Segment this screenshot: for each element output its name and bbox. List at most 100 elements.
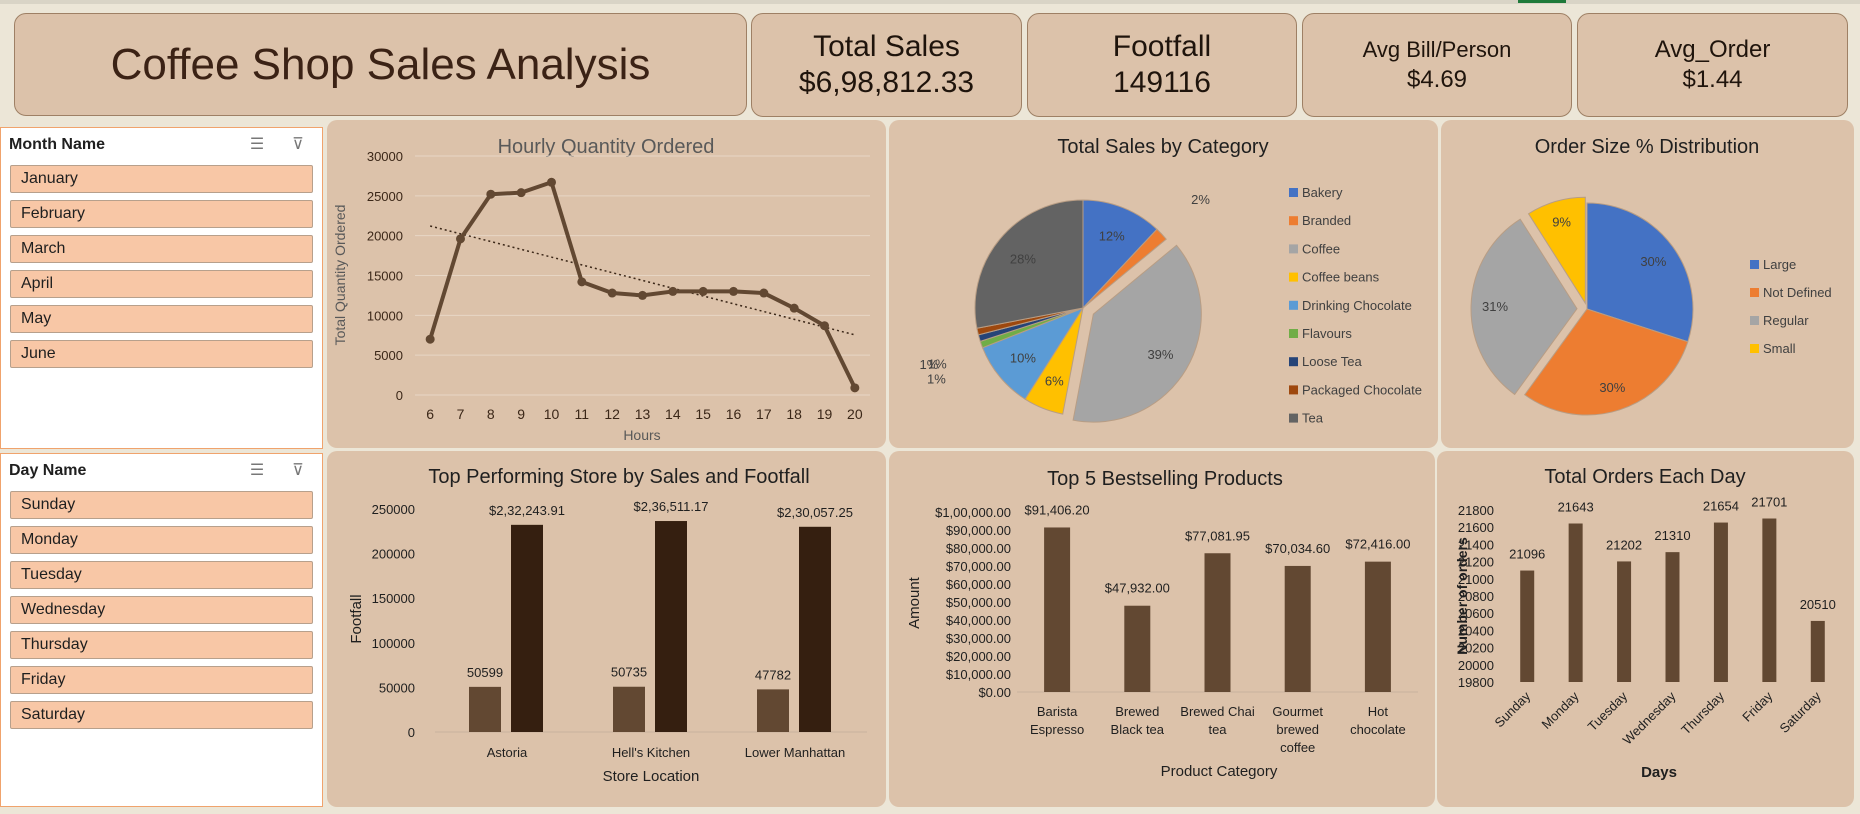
data-point xyxy=(668,286,678,296)
x-tick-label: Brewed Chai xyxy=(1180,704,1255,719)
bar xyxy=(799,526,831,732)
y-tick-label: 150000 xyxy=(372,591,415,606)
data-label: $2,30,057.25 xyxy=(777,505,853,520)
y-tick-label: $30,000.00 xyxy=(946,631,1011,646)
y-tick-label: 15000 xyxy=(367,269,403,284)
bar xyxy=(1520,570,1535,682)
x-tick-label: coffee xyxy=(1280,740,1315,755)
x-tick-label: Brewed xyxy=(1115,704,1159,719)
slicer-item-sunday[interactable]: Sunday xyxy=(10,491,313,519)
chart-title: Total Orders Each Day xyxy=(1544,466,1745,488)
slicer-item-wednesday[interactable]: Wednesday xyxy=(10,596,313,624)
y-tick-label: 20800 xyxy=(1458,589,1494,604)
y-tick-label: 5000 xyxy=(374,348,403,363)
bar xyxy=(1810,620,1825,682)
x-axis-title: Days xyxy=(1641,764,1677,781)
data-point xyxy=(425,334,435,344)
legend-swatch xyxy=(1750,288,1759,297)
trendline xyxy=(429,225,856,336)
pie-slice-bakery xyxy=(1082,199,1158,310)
data-label: 10% xyxy=(1010,351,1036,366)
pie-slice-tea xyxy=(974,199,1084,329)
slicer-item-february[interactable]: February xyxy=(10,200,313,228)
slicer-item-monday[interactable]: Monday xyxy=(10,526,313,554)
x-tick-label: 8 xyxy=(487,406,495,422)
data-label: $91,406.20 xyxy=(1025,502,1090,517)
bar xyxy=(1713,522,1728,682)
data-label: $77,081.95 xyxy=(1185,528,1250,543)
slicer-item-friday[interactable]: Friday xyxy=(10,666,313,694)
y-tick-label: 19800 xyxy=(1458,675,1494,690)
slicer-item-april[interactable]: April xyxy=(10,270,313,298)
y-tick-label: $90,000.00 xyxy=(946,523,1011,538)
data-label: 21701 xyxy=(1751,495,1787,510)
legend-label: Coffee beans xyxy=(1302,270,1380,285)
data-label: 30% xyxy=(1599,380,1625,395)
bar xyxy=(1762,518,1777,682)
x-tick-label: 20 xyxy=(847,406,863,422)
bar xyxy=(1665,552,1680,682)
y-axis-title: Total Quantity Ordered xyxy=(332,205,348,346)
slicer-item-march[interactable]: March xyxy=(10,235,313,263)
data-label: 12% xyxy=(1099,228,1125,243)
y-tick-label: $20,000.00 xyxy=(946,649,1011,664)
data-label: 20510 xyxy=(1800,597,1836,612)
x-tick-label: Hell's Kitchen xyxy=(612,745,690,760)
x-tick-label: 14 xyxy=(665,406,681,422)
multi-select-icon[interactable]: ☰ xyxy=(249,136,265,153)
x-axis-title: Store Location xyxy=(603,768,700,785)
legend-label: Loose Tea xyxy=(1302,354,1363,369)
y-axis-title: Amount xyxy=(906,576,923,629)
data-label: 28% xyxy=(1010,251,1036,266)
y-tick-label: $80,000.00 xyxy=(946,541,1011,556)
x-tick-label: 11 xyxy=(575,406,590,422)
multi-select-icon[interactable]: ☰ xyxy=(249,462,265,479)
y-tick-label: 20200 xyxy=(1458,641,1494,656)
slicer-item-january[interactable]: January xyxy=(10,165,313,193)
legend-label: Regular xyxy=(1763,313,1809,328)
y-tick-label: 10000 xyxy=(367,308,403,323)
slicer-title: Day Name xyxy=(9,462,87,479)
pie-slice-small xyxy=(1527,196,1586,305)
data-label: 30% xyxy=(1640,254,1666,269)
pie-slice-branded xyxy=(1082,228,1167,309)
clear-filter-icon[interactable]: ⊽ xyxy=(292,462,304,479)
data-point xyxy=(729,286,738,296)
y-tick-label: $50,000.00 xyxy=(946,595,1011,610)
data-point xyxy=(820,321,829,331)
clear-filter-icon[interactable]: ⊽ xyxy=(292,136,304,153)
chart-title: Hourly Quantity Ordered xyxy=(498,136,715,158)
data-point xyxy=(516,188,526,198)
data-label: $47,932.00 xyxy=(1105,581,1170,596)
legend-swatch xyxy=(1750,316,1759,325)
data-point xyxy=(850,383,860,393)
sales-by-category-panel: Total Sales by Category 12% 2% 39% 6% 10% 1% 1%… xyxy=(889,120,1438,448)
data-label: 21310 xyxy=(1654,528,1690,543)
slicer-item-saturday[interactable]: Saturday xyxy=(10,701,313,729)
x-tick-label: 12 xyxy=(604,406,620,422)
y-tick-label: 21800 xyxy=(1458,503,1494,518)
slicer-item-tuesday[interactable]: Tuesday xyxy=(10,561,313,589)
legend-label: Large xyxy=(1763,257,1796,272)
x-tick-label: Gourmet xyxy=(1272,704,1323,719)
y-tick-label: $0.00 xyxy=(978,685,1011,700)
y-tick-label: $60,000.00 xyxy=(946,577,1011,592)
x-tick-label: 6 xyxy=(426,406,434,422)
y-tick-label: $40,000.00 xyxy=(946,613,1011,628)
kpi-footfall: Footfall 149116 xyxy=(1027,13,1297,117)
data-label: 1% xyxy=(927,372,946,387)
y-tick-label: 200000 xyxy=(372,547,415,562)
slicer-item-thursday[interactable]: Thursday xyxy=(10,631,313,659)
data-label: 50599 xyxy=(467,665,503,680)
chart-title: Order Size % Distribution xyxy=(1535,136,1760,158)
kpi-avg-bill: Avg Bill/Person $4.69 xyxy=(1302,13,1572,117)
legend-swatch xyxy=(1289,329,1298,338)
data-point xyxy=(607,288,617,298)
kpi-label: Avg Bill/Person xyxy=(1362,37,1512,62)
slicer-item-may[interactable]: May xyxy=(10,305,313,333)
bar xyxy=(1044,527,1071,692)
y-tick-label: 21200 xyxy=(1458,555,1494,570)
legend-swatch xyxy=(1289,244,1298,254)
slicer-item-june[interactable]: June xyxy=(10,340,313,368)
legend-label: Packaged Chocolate xyxy=(1302,382,1422,397)
